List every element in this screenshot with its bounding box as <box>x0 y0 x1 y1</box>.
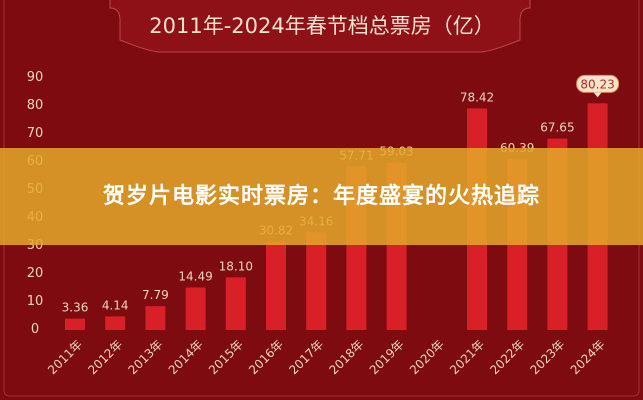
x-tick-label: 2011年 <box>45 337 85 377</box>
data-label: 3.36 <box>62 301 89 315</box>
y-tick-label: 70 <box>27 126 44 141</box>
y-tick-label: 0 <box>31 322 39 337</box>
data-label: 78.42 <box>460 90 494 104</box>
headline-banner: 贺岁片电影实时票房：年度盛宴的火热追踪 <box>0 148 643 245</box>
x-tick-label: 2013年 <box>126 337 166 377</box>
x-tick-label: 2018年 <box>327 337 367 377</box>
data-label: 18.10 <box>219 259 253 273</box>
x-tick-label: 2022年 <box>487 337 527 377</box>
data-label: 14.49 <box>178 269 212 283</box>
data-label: 67.65 <box>540 121 574 135</box>
bar <box>306 232 327 330</box>
title-frame <box>109 0 531 53</box>
x-tick-label: 2023年 <box>528 337 568 377</box>
y-tick-label: 80 <box>27 98 44 113</box>
data-label: 7.79 <box>142 288 169 302</box>
y-tick-label: 20 <box>27 266 44 281</box>
bar <box>65 318 85 330</box>
x-tick-label: 2021年 <box>447 337 487 377</box>
bar <box>266 241 286 330</box>
border-frame <box>3 0 640 397</box>
x-tick-label: 2016年 <box>246 337 286 377</box>
y-tick-label: 90 <box>27 70 44 85</box>
x-tick-label: 2015年 <box>206 337 246 377</box>
chart-title: 2011年-2024年春节档总票房（亿） <box>149 14 494 38</box>
x-tick-label: 2012年 <box>85 337 125 377</box>
bar <box>185 287 206 330</box>
badge-pointer <box>593 92 602 98</box>
bar <box>225 277 246 330</box>
x-tick-label: 2024年 <box>568 337 608 377</box>
headline-text: 贺岁片电影实时票房：年度盛宴的火热追踪 <box>102 183 540 209</box>
bar <box>105 316 126 330</box>
bar <box>145 306 166 330</box>
x-tick-label: 2014年 <box>166 337 206 377</box>
x-tick-label: 2017年 <box>286 337 326 377</box>
data-label: 80.23 <box>580 77 614 91</box>
data-label: 4.14 <box>102 298 129 312</box>
x-tick-label: 2019年 <box>367 337 407 377</box>
y-tick-label: 10 <box>27 294 44 309</box>
x-tick-label: 2020年 <box>407 337 447 377</box>
